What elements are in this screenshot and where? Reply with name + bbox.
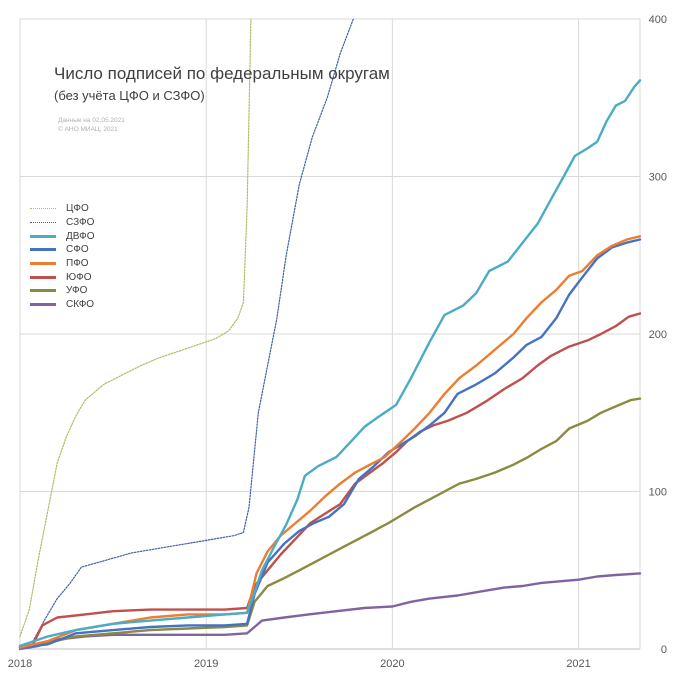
x-tick-label: 2021 — [566, 658, 590, 670]
legend-label: ПФО — [66, 258, 89, 270]
y-tick-label: 400 — [649, 14, 667, 26]
legend-label: ЮФО — [66, 271, 92, 283]
series-line-1 — [19, 18, 252, 637]
legend-swatch — [30, 248, 56, 252]
legend-label: ДВФО — [66, 230, 95, 242]
legend-swatch — [30, 208, 56, 210]
legend-swatch — [30, 262, 56, 266]
legend-item: СФО — [30, 243, 95, 257]
y-tick-label: 300 — [649, 172, 667, 184]
chart-subtitle: (без учёта ЦФО и СЗФО) — [54, 88, 205, 103]
legend-item: СЗФО — [30, 216, 95, 230]
legend-swatch — [30, 222, 56, 224]
series-line-8 — [18, 572, 642, 651]
legend-item: ПФО — [30, 257, 95, 271]
legend-swatch — [30, 234, 56, 238]
legend-label: УФО — [66, 285, 88, 297]
source-note-date: Данные на 02.05.2021 — [58, 117, 125, 124]
source-note-copyright: © АНО МИАЦ, 2021 — [58, 126, 118, 133]
x-axis-ticks: 2018 2019 2020 2021 — [8, 658, 591, 670]
chart-legend: ЦФО СЗФО ДВФО СФО ПФО ЮФО УФО СКФО — [30, 202, 95, 312]
series-line-5 — [18, 235, 642, 649]
legend-swatch — [30, 303, 56, 307]
y-axis-ticks: 0 100 200 300 400 — [649, 14, 667, 656]
legend-item: ДВФО — [30, 229, 95, 243]
x-tick-label: 2020 — [380, 658, 404, 670]
legend-label: СЗФО — [66, 217, 95, 229]
chart-series — [18, 18, 642, 651]
chart-grid — [19, 18, 641, 650]
y-tick-label: 200 — [649, 329, 667, 341]
legend-label: СФО — [66, 244, 89, 256]
series-line-7 — [18, 397, 642, 649]
legend-item: ЮФО — [30, 270, 95, 284]
legend-item: ЦФО — [30, 202, 95, 216]
series-line-6 — [18, 312, 642, 649]
y-tick-label: 0 — [661, 644, 667, 656]
legend-item: СКФО — [30, 298, 95, 312]
x-tick-label: 2018 — [8, 658, 32, 670]
series-line-3 — [18, 79, 642, 648]
y-tick-label: 100 — [649, 487, 667, 499]
legend-item: УФО — [30, 284, 95, 298]
legend-label: СКФО — [66, 299, 95, 311]
chart-title: Число подписей по федеральным округам — [54, 64, 390, 83]
x-tick-label: 2019 — [194, 658, 218, 670]
series-line-4 — [18, 238, 642, 649]
legend-swatch — [30, 289, 56, 293]
series-line-2 — [19, 18, 354, 650]
legend-label: ЦФО — [66, 203, 89, 215]
legend-swatch — [30, 275, 56, 279]
